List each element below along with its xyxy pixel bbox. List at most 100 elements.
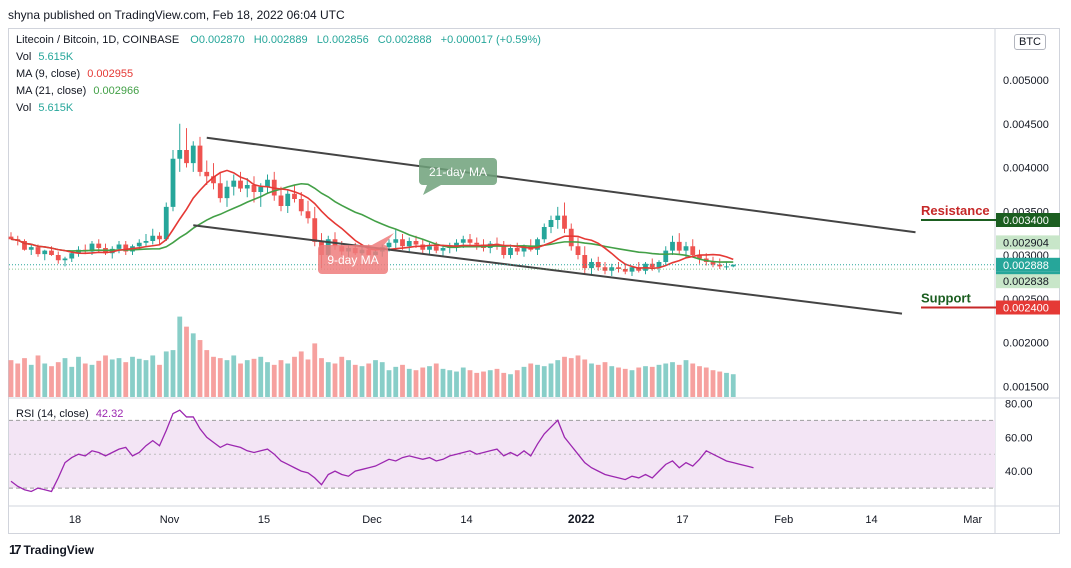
- candle-body: [548, 220, 554, 227]
- candle-body: [184, 150, 189, 164]
- volume-bar: [514, 370, 520, 397]
- volume-bar: [494, 368, 500, 397]
- legend-ma9-row[interactable]: MA (9, close) 0.002955: [16, 68, 133, 80]
- candle-body: [177, 150, 183, 159]
- candle-body: [690, 246, 696, 255]
- volume-bar: [541, 366, 547, 397]
- price-badge-support: [996, 300, 1060, 315]
- candle-body: [555, 215, 561, 220]
- volume-bar: [406, 368, 412, 397]
- legend-high: H0.002889: [253, 34, 308, 46]
- legend-rsi-value: 42.32: [95, 408, 124, 420]
- candle-body: [136, 242, 142, 247]
- time-tick-label: 17: [676, 514, 688, 526]
- candle-body: [508, 248, 513, 255]
- price-badge-plain: [996, 235, 1060, 250]
- candle-body: [440, 248, 446, 251]
- candle-body: [163, 206, 169, 240]
- candle-body: [535, 239, 540, 250]
- volume-bar: [258, 356, 264, 397]
- volume-bar: [535, 364, 540, 397]
- legend-vol2-row[interactable]: Vol 5.615K: [16, 102, 73, 114]
- volume-bar: [393, 366, 399, 397]
- price-badge-label: 0.002400: [1003, 303, 1049, 315]
- volume-bar: [8, 360, 14, 397]
- volume-bar: [89, 364, 95, 397]
- legend-ma21-row[interactable]: MA (21, close) 0.002966: [16, 85, 139, 97]
- volume-bar: [82, 363, 88, 397]
- volume-bar: [285, 363, 291, 397]
- volume-bar: [400, 364, 405, 397]
- volume-bar: [312, 343, 318, 397]
- volume-bar: [15, 363, 21, 397]
- volume-bar: [487, 370, 493, 397]
- volume-bar: [629, 370, 635, 397]
- volume-bar: [197, 340, 203, 397]
- volume-bar: [433, 363, 439, 397]
- volume-bar: [224, 360, 230, 397]
- candle-body: [595, 262, 601, 268]
- rsi-tick-label: 60.00: [1005, 432, 1033, 444]
- candle-body: [568, 228, 574, 247]
- tradingview-logo-icon: 17: [9, 542, 22, 557]
- candle-body: [454, 242, 459, 247]
- volume-bar: [49, 366, 54, 397]
- volume-bar: [69, 366, 75, 397]
- legend-change: +0.000017 (+0.59%): [440, 34, 541, 46]
- legend-vol2-label: Vol: [16, 102, 32, 114]
- volume-bar: [325, 362, 331, 397]
- candle-body: [629, 267, 635, 272]
- candle-body: [582, 255, 588, 269]
- candle-body: [265, 179, 270, 187]
- volume-bar: [96, 360, 102, 397]
- volume-bar: [501, 372, 507, 397]
- volume-bar: [35, 355, 41, 397]
- candle-body: [251, 185, 257, 192]
- time-tick-label: 15: [258, 514, 270, 526]
- legend-symbol-row: Litecoin / Bitcoin, 1D, COINBASE O0.0028…: [16, 34, 541, 46]
- price-badge-label: 0.003400: [1003, 215, 1049, 227]
- legend-vol-label: Vol: [16, 51, 32, 63]
- candle-body: [96, 243, 102, 248]
- candle-body: [413, 241, 419, 245]
- volume-bar: [562, 356, 567, 397]
- candle-body: [717, 264, 723, 267]
- candle-body: [622, 269, 628, 272]
- candle-body: [676, 241, 682, 251]
- candle-body: [724, 266, 729, 268]
- ma9-tag-pointer: [372, 233, 394, 245]
- publish-line: shyna published on TradingView.com, Feb …: [8, 8, 345, 22]
- volume-bar: [670, 362, 675, 397]
- candle-body: [616, 267, 621, 269]
- volume-bar: [710, 370, 716, 397]
- volume-bar: [28, 364, 34, 397]
- volume-bar: [636, 367, 642, 397]
- volume-bar: [130, 356, 135, 397]
- candle-body: [697, 255, 702, 259]
- volume-bar: [103, 355, 108, 397]
- volume-bar: [373, 360, 378, 397]
- candle-body: [541, 227, 547, 240]
- legend-vol-row[interactable]: Vol 5.615K: [16, 51, 73, 63]
- legend-rsi-row[interactable]: RSI (14, close) 42.32: [16, 408, 123, 420]
- volume-bar: [528, 363, 534, 397]
- volume-bar: [177, 316, 183, 397]
- price-tick-label: 0.001500: [1003, 381, 1049, 393]
- volume-bar: [575, 355, 581, 397]
- candle-body: [238, 180, 243, 189]
- tradingview-logo[interactable]: 17 TradingView: [9, 542, 94, 557]
- rsi-line: [10, 409, 754, 493]
- currency-button[interactable]: BTC: [1014, 34, 1046, 50]
- volume-bar: [278, 360, 284, 397]
- resistance-label: Resistance: [921, 203, 990, 218]
- volume-bar: [271, 364, 277, 397]
- legend-symbol[interactable]: Litecoin / Bitcoin, 1D, COINBASE: [16, 34, 180, 46]
- volume-bar: [413, 370, 419, 397]
- candle-body: [150, 235, 156, 241]
- ma9-tag-box: [318, 245, 388, 274]
- legend-vol2-value: 5.615K: [38, 102, 74, 114]
- candle-body: [190, 145, 196, 164]
- candle-body: [602, 267, 608, 271]
- candle-body: [386, 242, 392, 248]
